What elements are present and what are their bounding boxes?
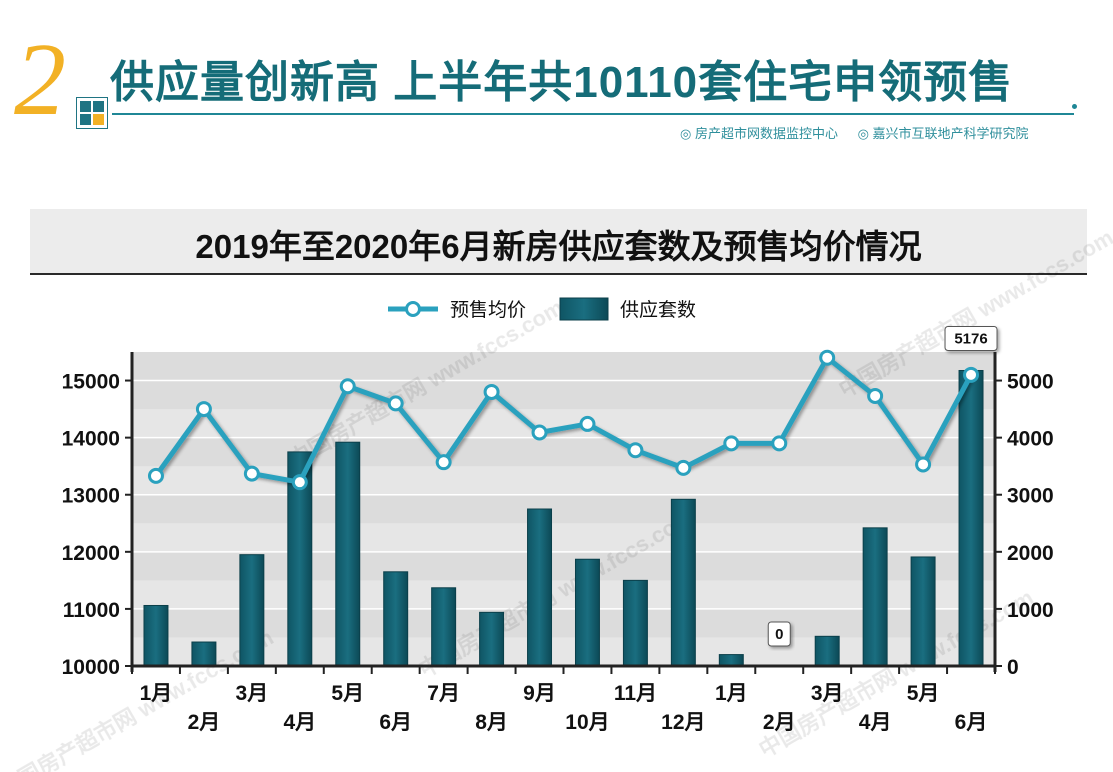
line-series: [153, 355, 974, 485]
line-point: [675, 459, 692, 476]
bar: [862, 527, 888, 667]
section-number: 2: [14, 22, 66, 137]
header-divider-dot: [1072, 104, 1077, 109]
x-tick-label: 2月: [188, 711, 221, 734]
data-label: 0: [775, 626, 783, 643]
plot-band: [132, 580, 995, 609]
x-tick-label: 4月: [283, 711, 316, 734]
x-tick-label: 4月: [859, 711, 892, 734]
chart-title: 2019年至2020年6月新房供应套数及预售均价情况: [195, 228, 922, 265]
x-tick-label: 1月: [715, 682, 748, 705]
page-header: 2 供应量创新高 上半年共10110套住宅申领预售 ◎ 房产超市网数据监控中心 …: [0, 0, 1113, 150]
y-right-tick-label: 1000: [1007, 599, 1054, 622]
bar: [814, 635, 840, 667]
source-credit: ◎ 房产超市网数据监控中心: [680, 126, 838, 141]
line-point: [483, 383, 500, 400]
bar: [479, 611, 505, 667]
bar: [191, 641, 217, 667]
plot-band: [132, 523, 995, 552]
line-point: [627, 442, 644, 459]
line-point: [819, 349, 836, 366]
data-label-box: [767, 621, 791, 647]
legend-bar-swatch: [559, 297, 609, 321]
legend-label: 供应套数: [620, 299, 696, 321]
line-point: [243, 465, 260, 482]
data-label-group: 0: [767, 621, 791, 647]
line-point: [867, 387, 884, 404]
bar: [527, 508, 553, 667]
bar: [622, 579, 648, 667]
data-label: 5176: [954, 330, 987, 347]
bar: [670, 498, 696, 667]
header-divider: [112, 113, 1074, 115]
line-point: [195, 401, 212, 418]
x-tick-label: 12月: [661, 711, 705, 734]
x-tick-label: 8月: [475, 711, 508, 734]
line-point: [147, 467, 164, 484]
bar: [574, 558, 600, 667]
legend-label: 预售均价: [450, 299, 526, 321]
y-right-tick-label: 5000: [1007, 371, 1054, 394]
bar: [239, 554, 265, 667]
bar: [718, 654, 744, 667]
y-right-tick-label: 4000: [1007, 428, 1054, 451]
line-point: [963, 366, 980, 383]
x-tick-label: 11月: [614, 682, 657, 705]
chart-title-bar: 2019年至2020年6月新房供应套数及预售均价情况: [30, 209, 1087, 275]
y-left-tick-label: 15000: [62, 371, 120, 394]
line-point: [291, 474, 308, 491]
plot-band: [132, 466, 995, 495]
data-label-box: [944, 325, 998, 351]
bar: [143, 604, 169, 667]
y-right-tick-label: 2000: [1007, 542, 1054, 565]
legend: 预售均价 供应套数: [388, 297, 696, 321]
y-right-tick-label: 3000: [1007, 485, 1054, 508]
x-tick-label: 5月: [907, 682, 940, 705]
x-tick-label: 2月: [763, 711, 796, 734]
plot-band: [132, 637, 995, 666]
y-left-tick-label: 11000: [63, 599, 120, 622]
line-point: [339, 378, 356, 395]
bar: [958, 369, 984, 667]
source-credit: ◎ 嘉兴市互联地产科学研究院: [857, 126, 1029, 141]
x-tick-label: 7月: [427, 682, 460, 705]
bar: [383, 571, 409, 667]
x-tick-label: 5月: [331, 682, 364, 705]
plot-band: [132, 409, 995, 438]
y-right-tick-label: 0: [1007, 656, 1019, 679]
bar: [910, 556, 936, 667]
x-tick-label: 6月: [955, 711, 988, 734]
line-point: [531, 424, 548, 441]
bar: [335, 441, 361, 667]
x-tick-label: 3月: [811, 682, 844, 705]
page-headline: 供应量创新高 上半年共10110套住宅申领预售: [110, 58, 1014, 107]
x-tick-label: 1月: [140, 682, 173, 705]
y-left-tick-label: 14000: [62, 428, 120, 451]
source-credits: ◎ 房产超市网数据监控中心 ◎ 嘉兴市互联地产科学研究院: [680, 123, 1045, 142]
y-left-tick-label: 12000: [62, 542, 120, 565]
x-tick-label: 9月: [523, 682, 556, 705]
line-point: [579, 415, 596, 432]
section-logo-icon: [76, 97, 108, 129]
x-tick-label: 3月: [236, 682, 269, 705]
y-left-tick-label: 10000: [62, 656, 120, 679]
line-point: [771, 435, 788, 452]
line-point: [723, 435, 740, 452]
plot-area: [132, 352, 995, 666]
x-tick-label: 6月: [379, 711, 412, 734]
legend-line-marker: [405, 301, 421, 317]
y-left-tick-label: 13000: [62, 485, 120, 508]
line-point: [435, 454, 452, 471]
data-label-group: 5176: [944, 325, 998, 351]
x-tick-label: 10月: [565, 711, 609, 734]
bar: [431, 587, 457, 667]
line-point: [387, 395, 404, 412]
line-point: [915, 456, 932, 473]
